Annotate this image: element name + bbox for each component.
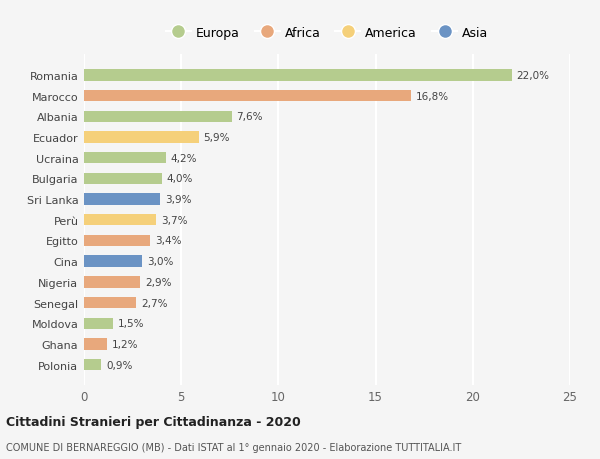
Bar: [84, 174, 162, 185]
Text: Cittadini Stranieri per Cittadinanza - 2020: Cittadini Stranieri per Cittadinanza - 2…: [6, 415, 301, 428]
Bar: [84, 91, 410, 102]
Bar: [84, 235, 150, 246]
Bar: [84, 132, 199, 143]
Bar: [84, 194, 160, 205]
Text: 2,7%: 2,7%: [142, 298, 168, 308]
Text: 4,0%: 4,0%: [167, 174, 193, 184]
Bar: [84, 112, 232, 123]
Bar: [84, 153, 166, 164]
Text: 16,8%: 16,8%: [415, 91, 449, 101]
Text: 3,0%: 3,0%: [147, 257, 173, 267]
Text: 2,9%: 2,9%: [145, 277, 172, 287]
Bar: [84, 359, 101, 370]
Text: 3,9%: 3,9%: [164, 195, 191, 205]
Bar: [84, 277, 140, 288]
Bar: [84, 215, 156, 226]
Text: 0,9%: 0,9%: [106, 360, 133, 370]
Legend: Europa, Africa, America, Asia: Europa, Africa, America, Asia: [161, 22, 493, 45]
Bar: [84, 318, 113, 329]
Text: COMUNE DI BERNAREGGIO (MB) - Dati ISTAT al 1° gennaio 2020 - Elaborazione TUTTIT: COMUNE DI BERNAREGGIO (MB) - Dati ISTAT …: [6, 442, 461, 452]
Text: 1,5%: 1,5%: [118, 319, 145, 329]
Text: 22,0%: 22,0%: [517, 71, 550, 81]
Text: 4,2%: 4,2%: [170, 153, 197, 163]
Bar: [84, 297, 136, 308]
Text: 5,9%: 5,9%: [203, 133, 230, 143]
Bar: [84, 256, 142, 267]
Text: 1,2%: 1,2%: [112, 339, 139, 349]
Bar: [84, 339, 107, 350]
Text: 3,4%: 3,4%: [155, 236, 181, 246]
Text: 7,6%: 7,6%: [236, 112, 263, 122]
Bar: [84, 70, 512, 81]
Text: 3,7%: 3,7%: [161, 215, 187, 225]
